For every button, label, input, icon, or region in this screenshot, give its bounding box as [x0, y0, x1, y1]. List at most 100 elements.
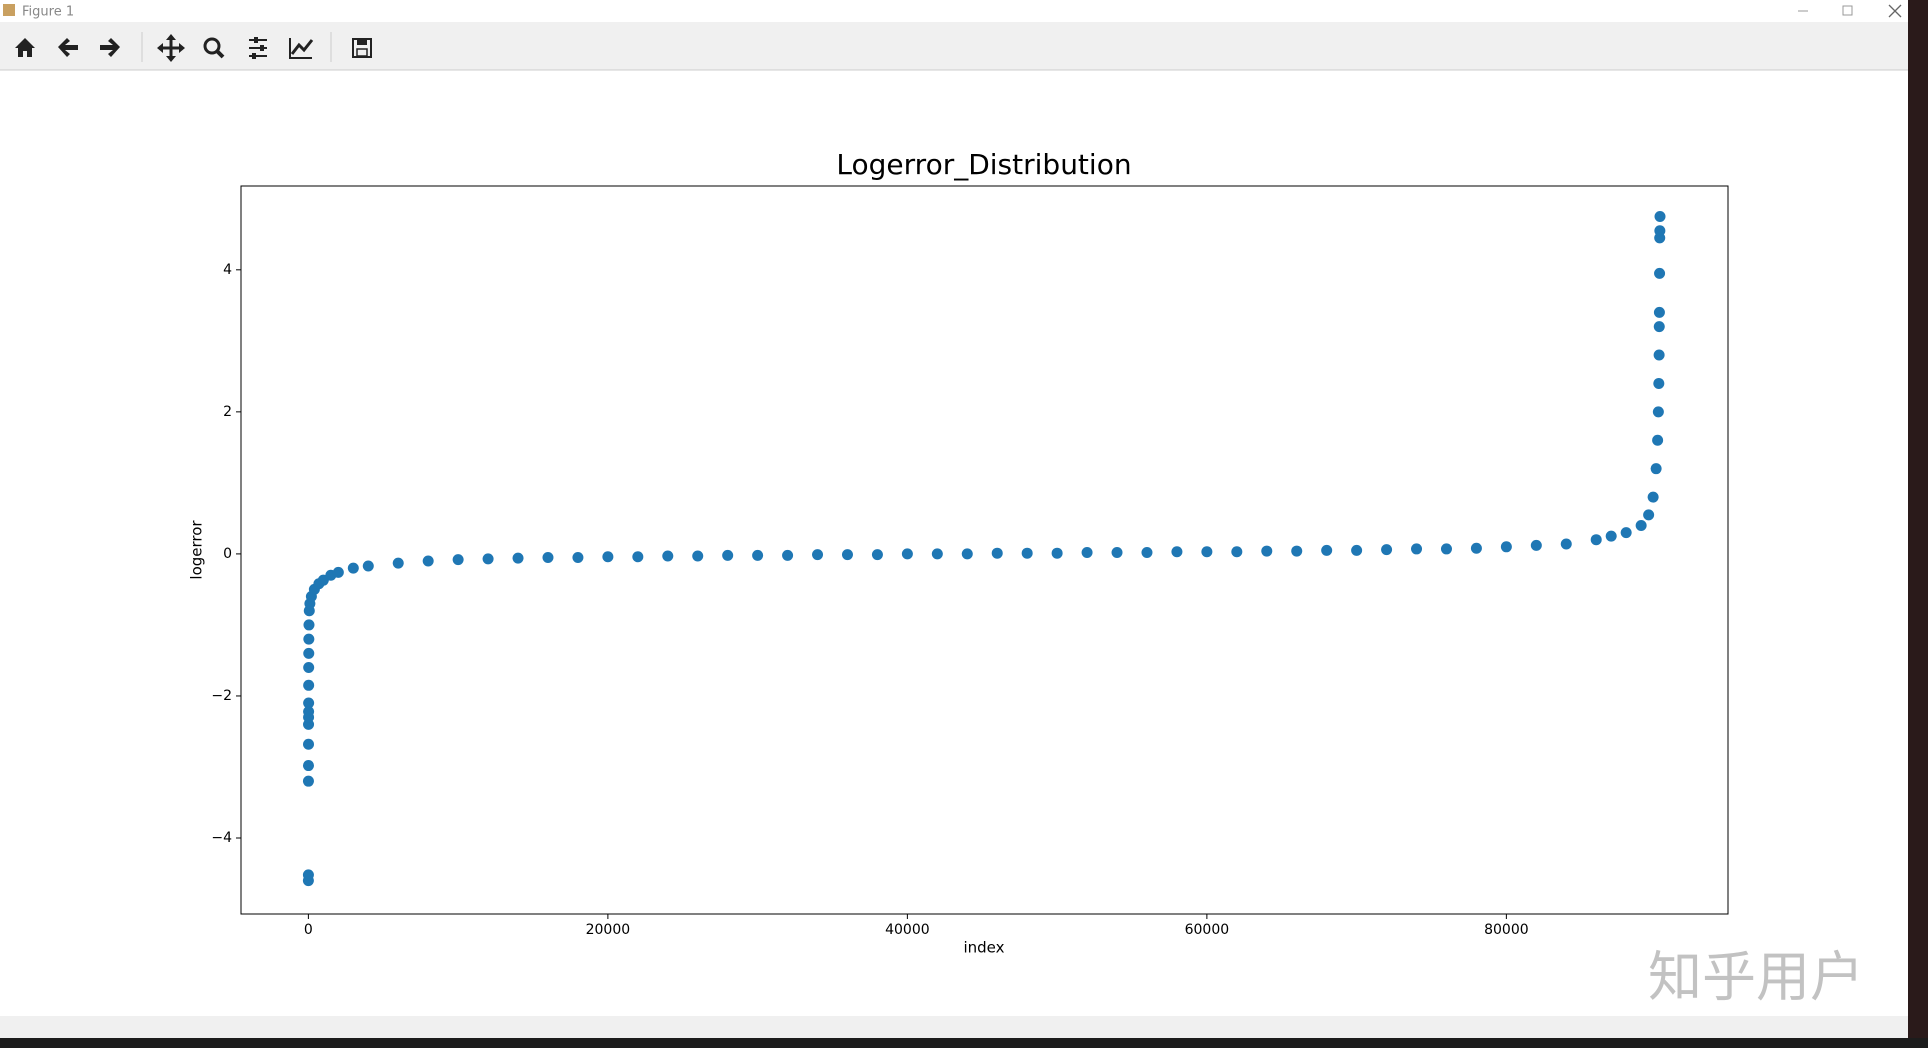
- point: [1411, 543, 1423, 555]
- point: [302, 760, 314, 772]
- chart-title: Logerror_Distribution: [836, 148, 1131, 181]
- point: [347, 562, 359, 574]
- point: [1111, 546, 1123, 558]
- point: [1201, 546, 1213, 558]
- point: [1653, 321, 1665, 333]
- point: [1381, 544, 1393, 556]
- home-button[interactable]: [15, 38, 35, 57]
- status-bar: [0, 1016, 1928, 1038]
- point: [1021, 547, 1033, 559]
- point: [1321, 544, 1333, 556]
- x-tick-label: 0: [304, 922, 313, 938]
- point: [812, 549, 824, 561]
- point: [1605, 530, 1617, 542]
- back-button[interactable]: [58, 38, 78, 57]
- point: [632, 551, 644, 563]
- y-tick-label: −2: [211, 688, 232, 704]
- point: [303, 679, 315, 691]
- point: [1653, 377, 1665, 389]
- save-button[interactable]: [352, 38, 372, 58]
- point: [1652, 406, 1664, 418]
- edit-axis-button[interactable]: [289, 38, 314, 59]
- taskbar: [0, 1038, 1928, 1048]
- point: [1141, 546, 1153, 558]
- point: [1081, 546, 1093, 558]
- point: [1500, 541, 1512, 553]
- point: [572, 551, 584, 563]
- point: [303, 619, 315, 631]
- y-tick-label: −4: [211, 830, 232, 846]
- x-tick-label: 20000: [586, 922, 631, 938]
- point: [452, 554, 464, 566]
- point: [752, 549, 764, 561]
- point: [1643, 509, 1655, 521]
- point: [542, 551, 554, 563]
- close-button[interactable]: [1888, 4, 1902, 18]
- axes-frame: [240, 185, 1729, 915]
- point: [362, 560, 374, 572]
- point: [1654, 211, 1666, 223]
- point: [662, 550, 674, 562]
- window-title: Figure 1: [22, 5, 74, 20]
- point: [1650, 463, 1662, 475]
- point: [1647, 491, 1659, 503]
- point: [1470, 542, 1482, 554]
- point: [602, 551, 614, 563]
- watermark: 知乎用户: [1648, 946, 1864, 1009]
- point: [1051, 547, 1063, 559]
- point: [1654, 225, 1666, 237]
- point: [1440, 543, 1452, 555]
- pan-button[interactable]: [157, 34, 185, 62]
- point: [302, 775, 314, 787]
- x-axis-label: index: [963, 939, 1004, 957]
- point: [303, 662, 315, 674]
- plot: Logerror_Distribution index logerror 0 20…: [188, 148, 1729, 957]
- point: [871, 549, 883, 561]
- point: [482, 553, 494, 565]
- point: [782, 549, 794, 561]
- point: [692, 550, 704, 562]
- point: [303, 738, 315, 750]
- zoom-button[interactable]: [203, 37, 225, 59]
- y-axis-label: logerror: [188, 520, 206, 580]
- toolbar: [0, 22, 1928, 70]
- point: [1171, 546, 1183, 558]
- point: [392, 557, 404, 569]
- point: [931, 548, 943, 560]
- point: [1351, 544, 1363, 556]
- point: [1653, 306, 1665, 318]
- point: [422, 555, 434, 567]
- point: [722, 549, 734, 561]
- desktop-edge: [1908, 0, 1928, 1038]
- point: [303, 633, 315, 645]
- x-tick-label: 80000: [1484, 922, 1529, 938]
- point: [302, 869, 314, 881]
- point: [1291, 545, 1303, 557]
- point: [303, 706, 315, 718]
- y-tick-label: 0: [223, 546, 232, 562]
- point: [512, 552, 524, 564]
- point: [841, 549, 853, 561]
- point: [1635, 519, 1647, 531]
- y-tick-label: 4: [223, 262, 232, 278]
- point: [332, 566, 344, 578]
- point: [1652, 434, 1664, 446]
- point: [1654, 267, 1666, 279]
- x-tick-label: 40000: [885, 922, 930, 938]
- point: [1590, 534, 1602, 546]
- point: [303, 697, 315, 709]
- restore-button[interactable]: [1842, 5, 1853, 16]
- y-tick-label: 2: [223, 404, 232, 420]
- point: [1261, 545, 1273, 557]
- point: [303, 647, 315, 659]
- app-icon: [3, 4, 15, 16]
- forward-button[interactable]: [100, 38, 120, 57]
- title-bar: [0, 0, 1928, 22]
- point: [1231, 546, 1243, 558]
- point: [1620, 527, 1632, 539]
- configure-button[interactable]: [249, 37, 267, 59]
- point: [901, 548, 913, 560]
- point: [991, 547, 1003, 559]
- x-tick-label: 60000: [1185, 922, 1230, 938]
